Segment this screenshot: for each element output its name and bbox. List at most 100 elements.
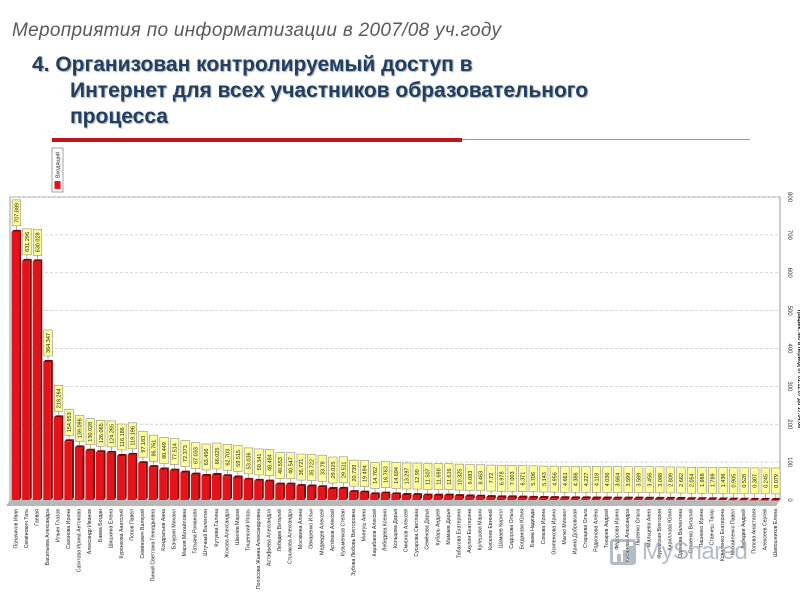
chart-container: 0 100 200 300 400 500 600 700 800 Трафик, Мб в пе… [0,145,800,600]
bar-side [398,492,401,500]
category-label: Фёдорова Ирина [615,509,621,550]
value-label-box [444,463,454,490]
bar [106,452,115,500]
bar-top [454,494,465,497]
bar [190,474,199,500]
value-label-box [412,462,422,490]
category-label: Мальцева Анна [646,509,652,547]
value-label: 11.616 [447,468,453,484]
bar [201,475,210,500]
bar [570,498,579,500]
bar-top [233,475,243,478]
bar-top [85,448,96,451]
bar-top [517,495,528,498]
heading-line-3: процесса [70,105,168,128]
bar-side [514,495,517,500]
bar-top [739,497,749,500]
y-tick-label: 200 [786,419,792,430]
value-label-box [96,420,106,447]
value-label-box [497,465,507,492]
category-label: Кутуева Галина [214,509,220,547]
bar-top [338,486,349,489]
bar [32,261,41,500]
value-label: 130.028 [88,422,94,442]
bar-side [93,448,96,500]
category-label: Акулин Екатерина [467,509,473,553]
value-label: 154.953 [67,412,73,432]
value-label: 20.739 [352,465,358,482]
bar-top [665,496,676,499]
bar [591,498,600,500]
bar-top [22,258,32,261]
value-label-box [602,466,612,493]
category-label: Зубова Любовь Викторовна [351,509,357,576]
bar [85,450,94,500]
value-label-box [338,456,348,484]
value-label-box [370,462,380,489]
bar [117,455,125,500]
bar-top [707,497,718,500]
value-label: 2.054 [689,473,695,487]
value-label: 11.507 [426,468,432,484]
bar-side [367,490,370,500]
bar [11,231,20,501]
bar-side [346,486,349,500]
category-label: Штучный Валентин [202,509,209,556]
bar-top [633,496,644,499]
bar-side [504,495,507,500]
bar [665,498,674,500]
bar [43,362,51,500]
bar [676,498,684,500]
category-label: Мингуш Анна [361,509,367,541]
category-label: Шишкина Елена [108,509,114,548]
bar [728,499,737,501]
bar [612,498,621,500]
bar-side [261,478,264,500]
bar-side [293,482,296,500]
watermark: MyShared [610,538,748,572]
bar-top [306,484,317,487]
bar-top [254,478,264,481]
bar-top [169,468,180,471]
bar-top [475,494,486,497]
value-label-box [539,465,549,493]
value-label: 1.988 [700,473,706,487]
value-label: 67.033 [194,447,200,464]
bar-side [156,465,159,500]
value-label-box [64,409,74,436]
category-label: Сомова Ирина [541,509,547,544]
value-label-box [697,466,707,494]
bar-side [282,482,285,500]
category-label: Сусарова Светлана [414,509,420,557]
bar-side [725,497,728,500]
value-label-box [138,430,148,458]
bar-side [71,439,74,500]
bar-side [303,484,306,500]
value-label: 12.99 [415,469,421,483]
value-label-box [307,454,317,481]
value-label: 29.025 [331,462,337,479]
category-label: Карабанов Алексей [371,509,378,557]
value-label: 62.703 [225,449,231,466]
bar-top [433,493,444,496]
bar [486,497,494,500]
bar-top [222,474,233,477]
bar-side [525,495,528,500]
bar-top [275,482,285,485]
bar [306,486,315,500]
category-label: Семёнова Дарья [425,509,431,550]
category-label: Алексеев Сергей [761,509,768,550]
value-label: 14.694 [394,467,400,484]
bar-top [538,496,549,499]
bar-side [652,496,655,500]
heading-line-1: 4. Организован контролируемый доступ в [32,53,473,76]
bar [243,479,252,500]
bar-side [114,450,117,500]
value-label-box [212,442,222,470]
category-label: Васильева Александра [45,509,51,565]
bar-side [441,493,444,500]
bar [517,497,526,500]
value-label-box [760,467,770,495]
bar [771,499,779,501]
bar-side [272,479,275,500]
